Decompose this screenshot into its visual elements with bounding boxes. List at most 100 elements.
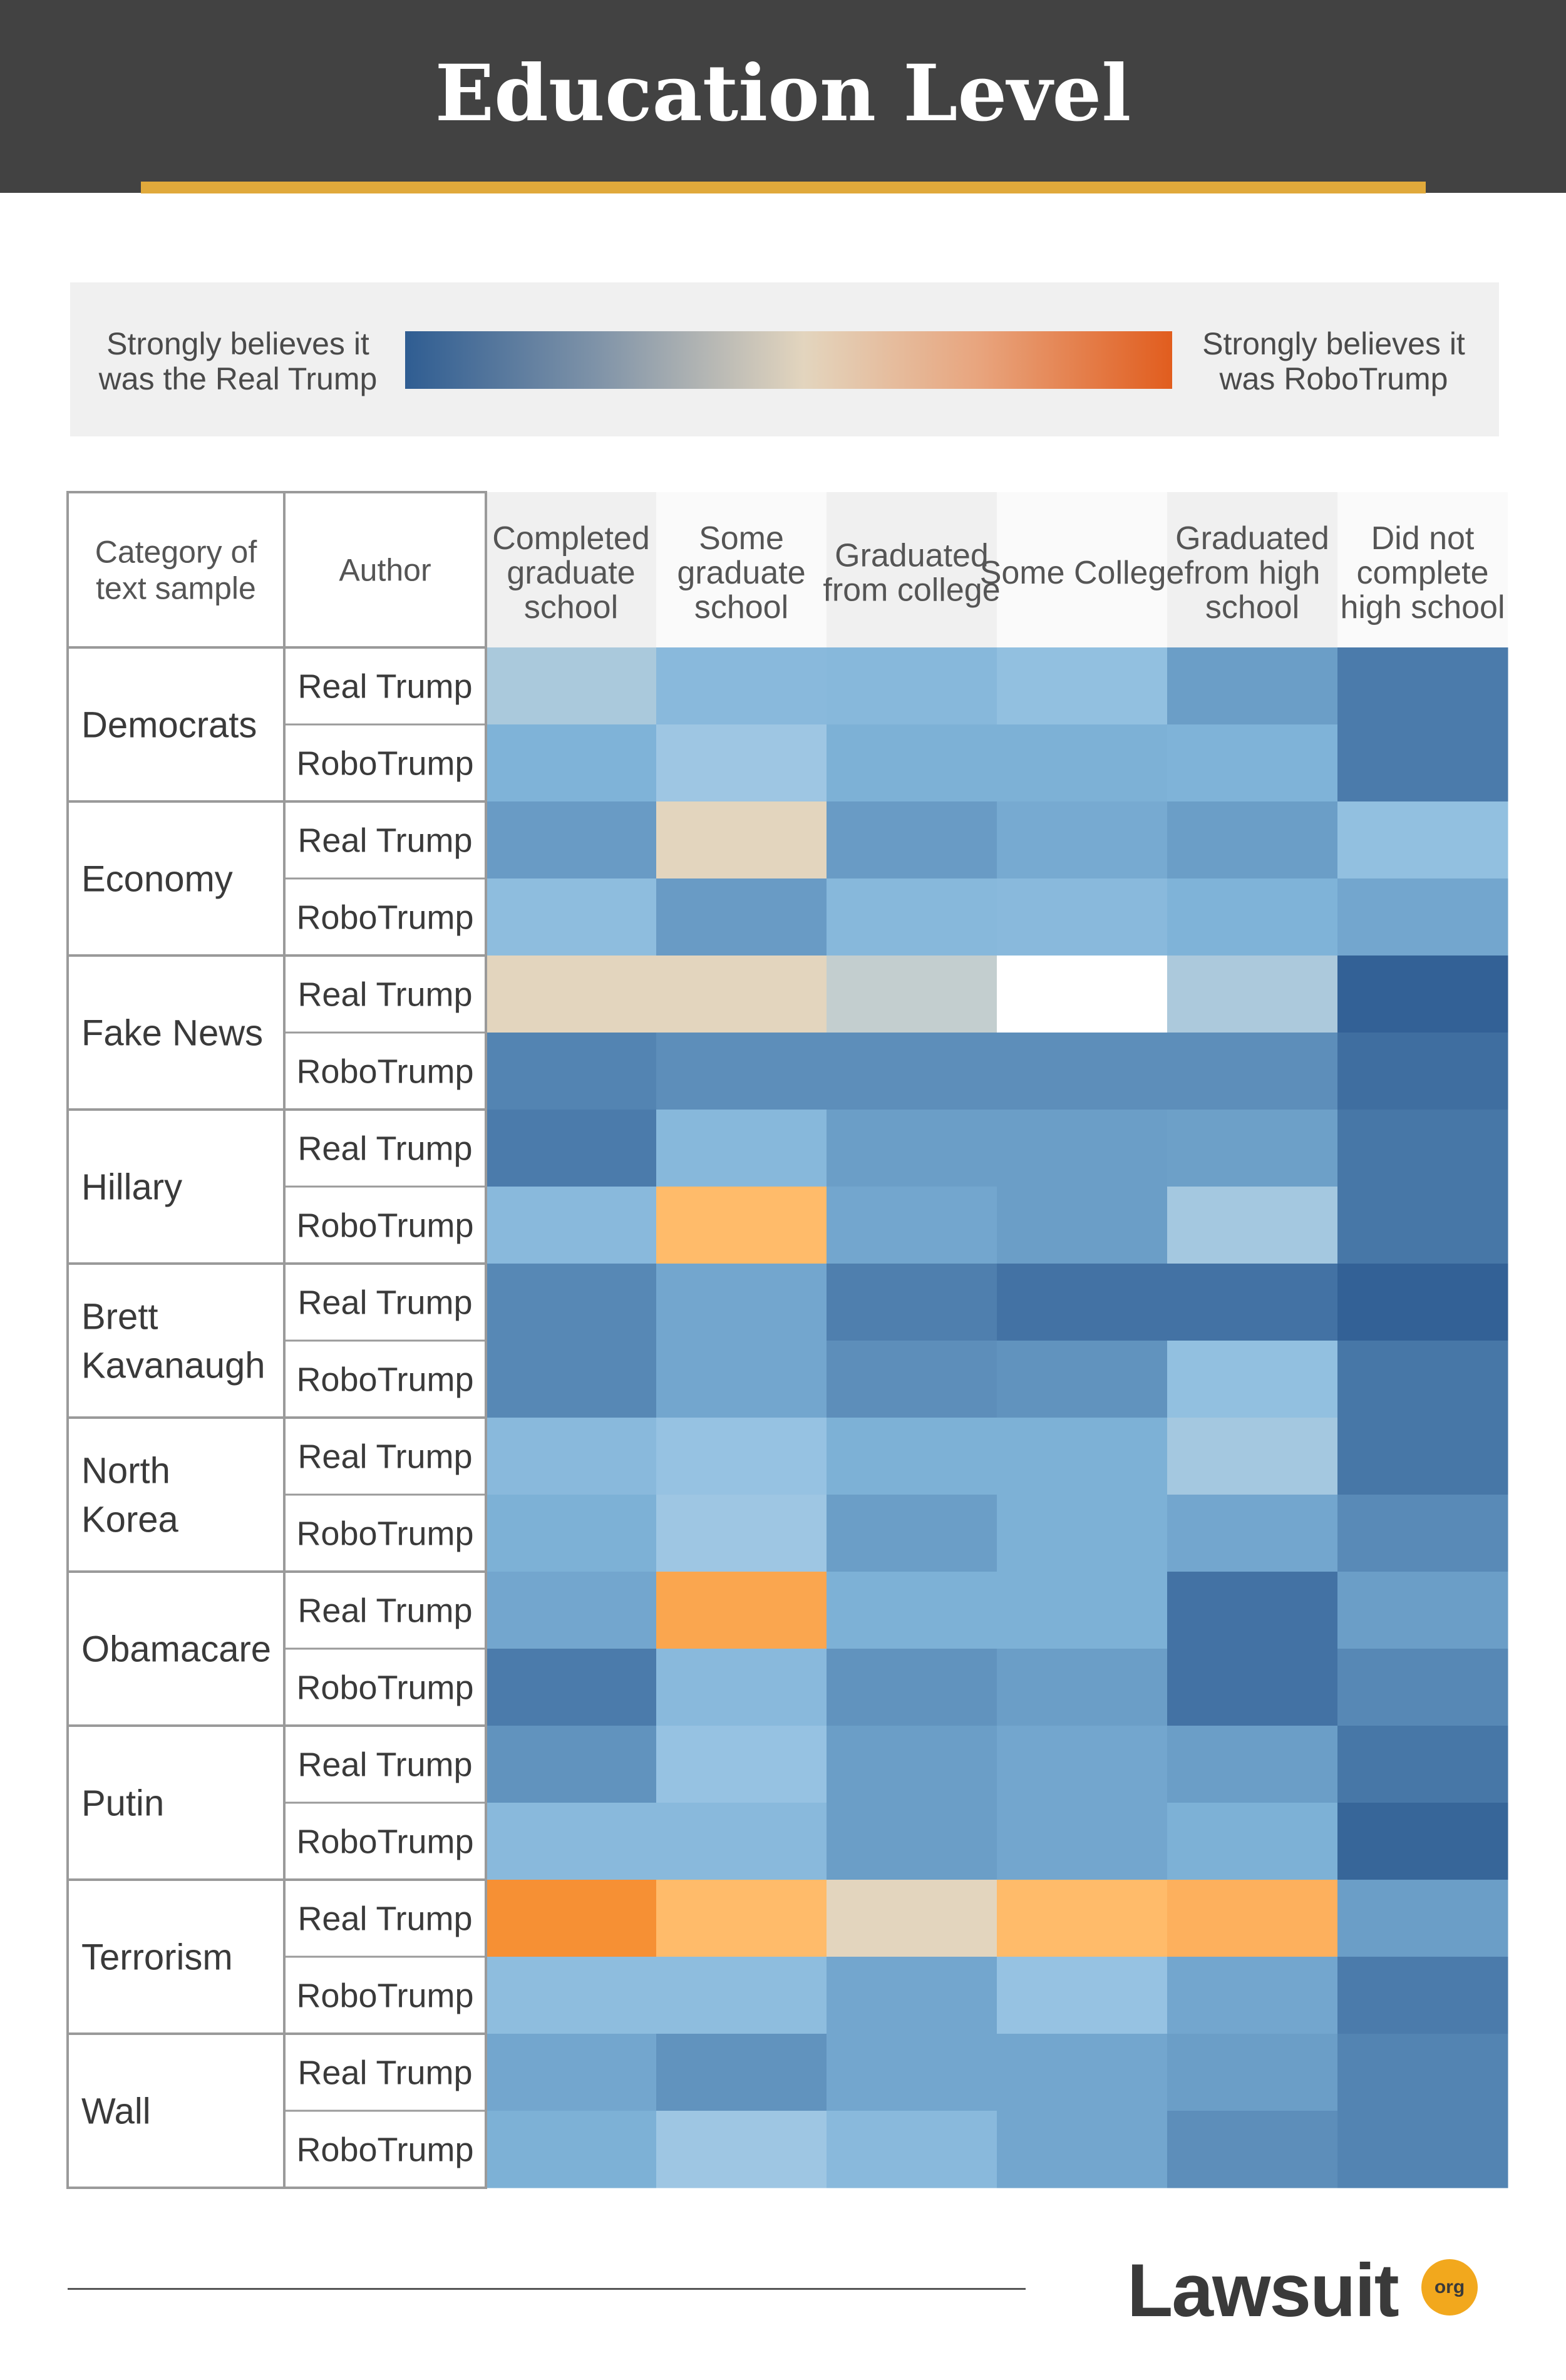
heatmap-cell — [486, 1572, 657, 1649]
column-header-label: Some College — [980, 555, 1185, 591]
heatmap-cell — [1167, 1418, 1338, 1495]
heatmap-cell — [1337, 956, 1508, 1033]
author-label: Real Trump — [297, 2054, 472, 2091]
heatmap-cell — [656, 647, 827, 725]
author-label: Real Trump — [297, 822, 472, 859]
heatmap-cell — [486, 647, 657, 725]
corner-header-category: Category of text sample — [95, 535, 257, 606]
heatmap-cell — [1337, 2111, 1508, 2188]
heatmap-cell — [997, 1572, 1168, 1649]
heatmap-cell — [997, 956, 1168, 1033]
heatmap-cell — [827, 878, 997, 956]
author-label: RoboTrump — [296, 1823, 473, 1860]
author-label: Real Trump — [297, 1438, 472, 1475]
heatmap-cell — [997, 2034, 1168, 2111]
heatmap-cell — [1337, 1880, 1508, 1957]
heatmap-cell — [1337, 724, 1508, 802]
accent-bar — [141, 182, 1426, 193]
heatmap-cell — [827, 1572, 997, 1649]
author-label: RoboTrump — [296, 899, 473, 936]
heatmap-cell — [1337, 1649, 1508, 1726]
category-label: Putin — [81, 1783, 164, 1823]
heatmap-cell — [656, 956, 827, 1033]
heatmap-cell — [486, 956, 657, 1033]
author-label: RoboTrump — [296, 1207, 473, 1244]
heatmap-cell — [1167, 1187, 1338, 1264]
heatmap-cell — [997, 1957, 1168, 2034]
author-label: RoboTrump — [296, 1053, 473, 1090]
heatmap-cell — [1167, 1495, 1338, 1572]
heatmap-cell — [656, 1726, 827, 1803]
category-label: Brett Kavanaugh — [81, 1296, 265, 1386]
heatmap-cell — [1337, 1495, 1508, 1572]
corner-header-author: Author — [339, 553, 431, 588]
heatmap-cell — [997, 801, 1168, 879]
category-label: Fake News — [81, 1012, 263, 1053]
heatmap-cell — [1167, 1957, 1338, 2034]
heatmap-cell — [1167, 1649, 1338, 1726]
logo-text: Lawsuit — [1127, 2249, 1399, 2332]
author-label: RoboTrump — [296, 1515, 473, 1552]
heatmap-cell — [656, 1649, 827, 1726]
heatmap-cell — [827, 2034, 997, 2111]
heatmap-cell — [1167, 1572, 1338, 1649]
logo-badge: org — [1421, 2259, 1478, 2316]
heatmap-cell — [486, 1110, 657, 1187]
heatmap-cell — [656, 1495, 827, 1572]
heatmap-cell — [656, 878, 827, 956]
heatmap-cell — [486, 2111, 657, 2188]
heatmap-cell — [827, 801, 997, 879]
heatmap-cell — [827, 724, 997, 802]
heatmap-cell — [1337, 801, 1508, 879]
heatmap-cell — [656, 1264, 827, 1341]
author-label: RoboTrump — [296, 744, 473, 782]
heatmap-cell — [1167, 2034, 1338, 2111]
heatmap-cell — [827, 2111, 997, 2188]
author-label: Real Trump — [297, 1284, 472, 1321]
category-label: North Korea — [81, 1450, 179, 1540]
column-header-bg — [656, 492, 827, 647]
heatmap-cell — [1337, 1957, 1508, 2034]
author-label: Real Trump — [297, 976, 472, 1013]
heatmap-cell — [486, 1187, 657, 1264]
heatmap-cell — [997, 1341, 1168, 1418]
heatmap-cell — [1167, 647, 1338, 725]
heatmap-cell — [656, 1187, 827, 1264]
heatmap-cell — [1337, 1803, 1508, 1880]
heatmap-cell — [486, 1649, 657, 1726]
heatmap-cell — [1167, 801, 1338, 879]
heatmap-cell — [1337, 878, 1508, 956]
heatmap-cell — [1167, 956, 1338, 1033]
heatmap-cell — [656, 1418, 827, 1495]
heatmap-cell — [827, 956, 997, 1033]
heatmap-cell — [827, 1264, 997, 1341]
heatmap-cell — [656, 1803, 827, 1880]
heatmap-cell — [1337, 1726, 1508, 1803]
category-label: Wall — [81, 2091, 151, 2131]
column-header-label: Graduated from college — [823, 538, 1000, 609]
column-header-label: Did not complete high school — [1340, 520, 1505, 626]
heatmap-cell — [827, 1803, 997, 1880]
heatmap-cell — [486, 878, 657, 956]
heatmap-cell — [827, 1880, 997, 1957]
heatmap-cell — [1337, 1341, 1508, 1418]
heatmap-cell — [486, 1341, 657, 1418]
author-label: Real Trump — [297, 1592, 472, 1629]
heatmap-cell — [1167, 1726, 1338, 1803]
author-label: RoboTrump — [296, 1669, 473, 1706]
heatmap-cell — [997, 1110, 1168, 1187]
heatmap-cell — [486, 1957, 657, 2034]
heatmap-cell — [827, 1726, 997, 1803]
heatmap-cell — [827, 1495, 997, 1572]
heatmap-cell — [656, 1957, 827, 2034]
heatmap-cell — [656, 1033, 827, 1110]
author-label: Real Trump — [297, 1130, 472, 1167]
heatmap-cell — [486, 1880, 657, 1957]
heatmap-cell — [997, 647, 1168, 725]
heatmap-cell — [997, 1803, 1168, 1880]
column-header-label: Graduated from high school — [1175, 520, 1329, 626]
heatmap-cell — [1337, 1033, 1508, 1110]
heatmap-cell — [656, 1110, 827, 1187]
heatmap-cell — [997, 1649, 1168, 1726]
heatmap-cell — [486, 724, 657, 802]
